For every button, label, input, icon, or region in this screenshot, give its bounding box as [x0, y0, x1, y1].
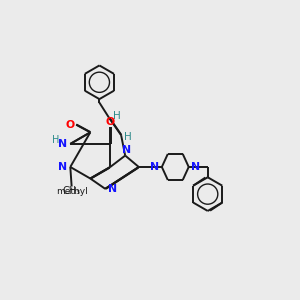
- Text: N: N: [58, 139, 67, 149]
- Text: N: N: [151, 162, 160, 172]
- Text: N: N: [58, 162, 67, 172]
- Text: H: H: [124, 132, 132, 142]
- Text: CH₃: CH₃: [63, 186, 81, 197]
- Text: O: O: [106, 117, 115, 127]
- Text: O: O: [66, 120, 75, 130]
- Text: N: N: [108, 184, 117, 194]
- Text: N: N: [122, 145, 131, 154]
- Text: H: H: [52, 135, 59, 145]
- Text: methyl: methyl: [56, 187, 88, 196]
- Text: H: H: [112, 111, 120, 121]
- Text: N: N: [191, 162, 200, 172]
